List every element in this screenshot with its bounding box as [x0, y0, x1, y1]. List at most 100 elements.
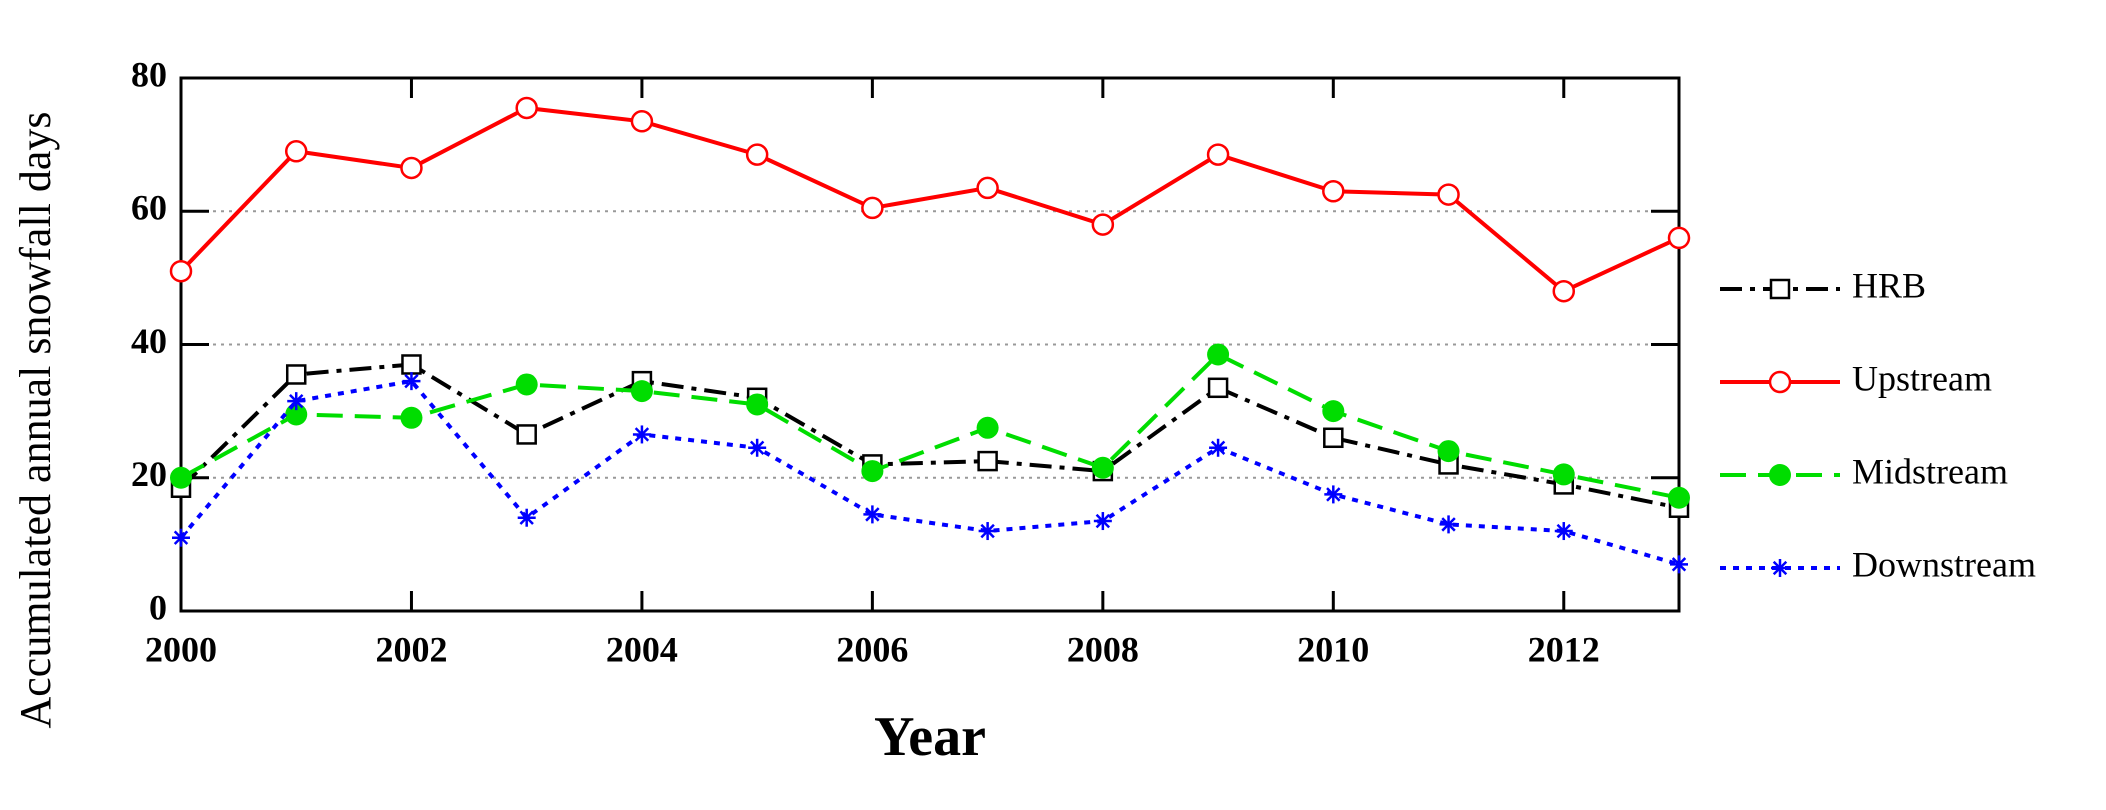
marker-shape: [1095, 513, 1111, 529]
point: [1668, 486, 1690, 509]
point: [632, 425, 651, 444]
point: [861, 196, 884, 220]
marker-shape: [515, 373, 538, 396]
point: [1552, 279, 1576, 303]
point: [1093, 512, 1112, 531]
marker-shape: [1437, 183, 1460, 206]
point: [1322, 180, 1345, 203]
x-tick-label: 2008: [1067, 629, 1139, 669]
marker-shape: [284, 140, 308, 163]
legend-label: Downstream: [1852, 544, 2036, 584]
marker-shape: [1556, 523, 1571, 539]
marker-shape: [1322, 180, 1345, 203]
marker-shape: [515, 96, 538, 120]
series-line: [179, 362, 1680, 510]
point: [1323, 427, 1344, 449]
marker-shape: [1441, 517, 1456, 532]
point: [1771, 559, 1789, 577]
marker-shape: [1437, 440, 1460, 463]
marker-shape: [977, 450, 998, 472]
point: [748, 438, 767, 457]
point: [1769, 464, 1791, 486]
legend-label: Midstream: [1852, 451, 2008, 491]
point: [1439, 515, 1458, 534]
marker-shape: [1552, 279, 1576, 303]
marker-shape: [745, 143, 769, 166]
point: [976, 416, 999, 439]
point: [976, 176, 999, 200]
y-tick-label: 20: [131, 454, 167, 494]
marker-shape: [1207, 377, 1229, 399]
marker-shape: [861, 196, 884, 220]
point: [1324, 485, 1343, 504]
y-tick-label: 60: [131, 188, 167, 228]
point: [1552, 463, 1575, 486]
marker-shape: [980, 523, 995, 539]
point: [1322, 400, 1345, 423]
point: [287, 392, 306, 411]
point: [746, 393, 769, 416]
y-axis-label: Accumulated annual snowfall days: [11, 111, 60, 728]
point: [1437, 183, 1460, 206]
series-line: [180, 352, 1680, 500]
point: [1206, 143, 1230, 166]
point: [400, 406, 423, 429]
point: [1207, 377, 1229, 399]
point: [517, 508, 536, 527]
marker-shape: [170, 466, 192, 489]
marker-shape: [1207, 343, 1230, 366]
marker-shape: [634, 427, 650, 442]
point: [284, 140, 308, 163]
point: [977, 450, 998, 472]
marker-shape: [173, 530, 189, 545]
point: [630, 110, 654, 133]
marker-shape: [1091, 213, 1115, 236]
marker-shape: [865, 507, 880, 522]
marker-shape: [1322, 400, 1345, 423]
point: [402, 372, 421, 391]
point: [978, 522, 997, 541]
marker-shape: [400, 406, 423, 429]
marker-shape: [1769, 464, 1791, 486]
point: [861, 460, 884, 483]
y-tick-label: 80: [131, 54, 167, 94]
marker-shape: [1671, 557, 1687, 572]
marker-shape: [630, 110, 654, 133]
point: [863, 505, 882, 524]
point: [1437, 440, 1460, 463]
marker-shape: [404, 373, 419, 389]
series-line: [179, 378, 1680, 567]
marker-shape: [749, 440, 765, 455]
point: [1670, 555, 1688, 574]
x-tick-label: 2012: [1528, 629, 1600, 669]
marker-shape: [976, 176, 999, 200]
point: [400, 156, 423, 180]
x-tick-label: 2000: [145, 629, 217, 669]
marker-shape: [1668, 486, 1690, 509]
x-tick-label: 2006: [836, 629, 908, 669]
marker-shape: [1206, 143, 1230, 166]
legend-label: HRB: [1852, 265, 1926, 305]
series-line: [179, 105, 1680, 294]
marker-shape: [1768, 370, 1792, 394]
marker-shape: [285, 364, 307, 385]
point: [1768, 370, 1792, 394]
marker-shape: [169, 259, 193, 283]
marker-shape: [630, 380, 653, 403]
point: [172, 528, 190, 547]
marker-shape: [1326, 487, 1341, 502]
marker-shape: [289, 393, 304, 409]
marker-shape: [1210, 440, 1226, 455]
plot-frame: [179, 76, 1681, 613]
marker-shape: [861, 460, 884, 483]
x-axis-label: Year: [874, 706, 986, 768]
marker-shape: [1552, 463, 1575, 486]
point: [170, 466, 192, 489]
y-tick-label: 40: [131, 321, 167, 361]
marker-shape: [1667, 226, 1691, 250]
marker-shape: [746, 393, 769, 416]
marker-shape: [1323, 427, 1344, 449]
point: [630, 380, 653, 403]
point: [745, 143, 769, 166]
